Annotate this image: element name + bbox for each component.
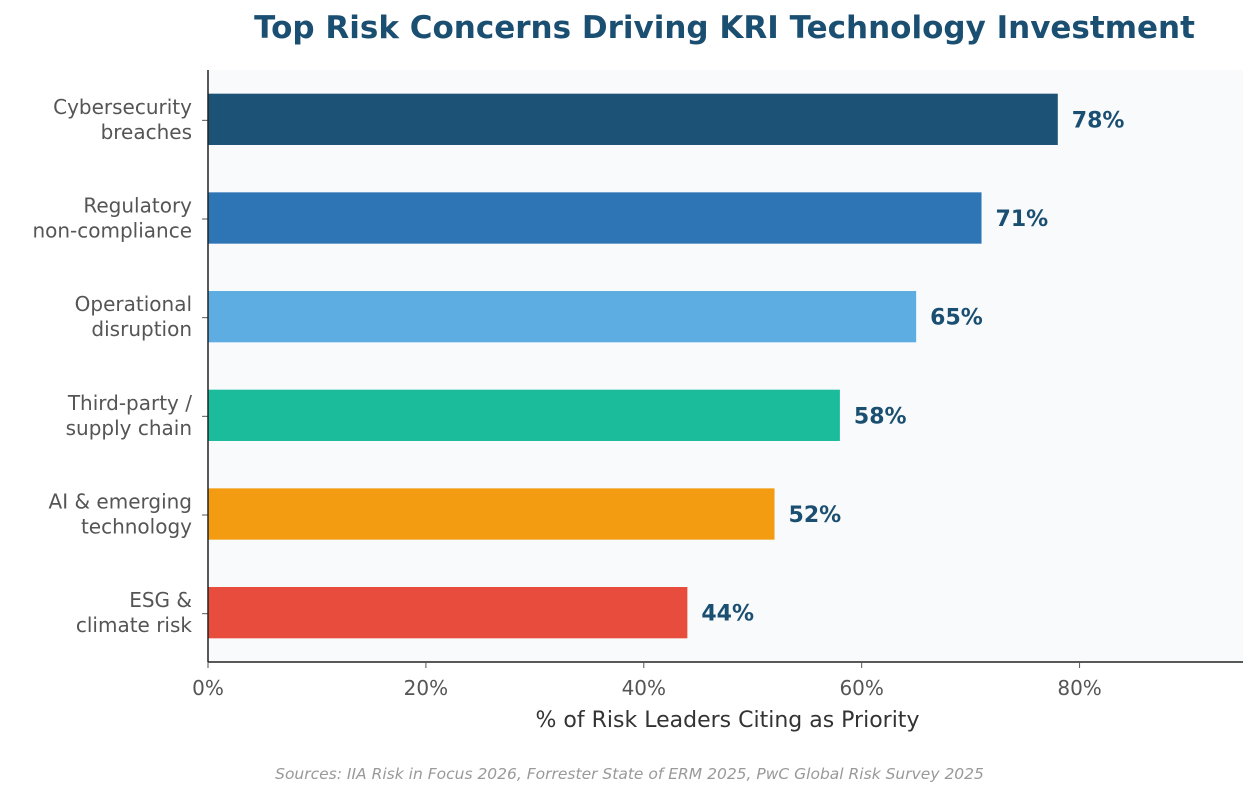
y-tick-label: Operational disruption <box>75 292 192 341</box>
bar <box>208 93 1058 145</box>
bar <box>208 291 917 343</box>
bar <box>208 587 688 639</box>
data-label: 71% <box>996 207 1049 232</box>
data-label: 58% <box>854 404 907 429</box>
x-axis-title: % of Risk Leaders Citing as Priority <box>536 708 920 733</box>
data-label: 65% <box>930 306 983 331</box>
data-label: 78% <box>1072 108 1125 133</box>
data-label: 44% <box>701 602 754 627</box>
bar <box>208 389 840 441</box>
y-tick-label: Third-party / supply chain <box>66 391 193 440</box>
bar <box>208 488 775 540</box>
axes-layer: Cybersecurity breaches Regulatory non-compl… <box>32 70 1243 700</box>
y-tick-label: ESG & climate risk <box>76 588 193 637</box>
source-note: Sources: IIA Risk in Focus 2026, Forrest… <box>275 765 984 783</box>
bar <box>208 192 982 244</box>
y-tick-label: Regulatory non-compliance <box>32 194 192 243</box>
x-tick-label: 0% <box>192 676 224 700</box>
y-tick-label: AI & emerging technology <box>49 490 193 539</box>
x-tick-label: 20% <box>404 676 448 700</box>
labels-layer: 78% 71% 65% 58% 52% 44% <box>701 108 1124 626</box>
data-label: 52% <box>789 503 842 528</box>
chart-title: Top Risk Concerns Driving KRI Technology… <box>254 10 1195 46</box>
x-tick-label: 60% <box>839 676 883 700</box>
y-tick-label: Cybersecurity breaches <box>53 95 192 144</box>
plot-background <box>208 70 1243 662</box>
bars-layer <box>208 93 1058 639</box>
x-tick-label: 80% <box>1057 676 1101 700</box>
x-tick-label: 40% <box>622 676 666 700</box>
